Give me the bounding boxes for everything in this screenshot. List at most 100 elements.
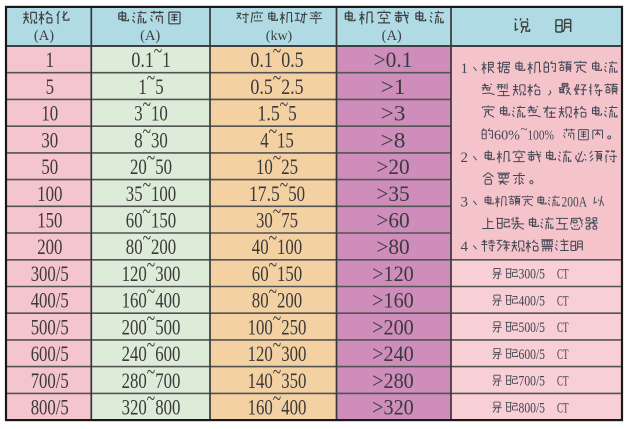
svg-text:2.5: 2.5 bbox=[281, 74, 303, 99]
svg-text:150: 150 bbox=[277, 261, 302, 286]
svg-text:>160: >160 bbox=[372, 288, 414, 313]
svg-text:~: ~ bbox=[280, 92, 288, 117]
svg-text:75: 75 bbox=[281, 208, 298, 233]
svg-text:~: ~ bbox=[269, 279, 277, 304]
svg-text:30: 30 bbox=[256, 208, 273, 233]
svg-text:~: ~ bbox=[273, 332, 281, 357]
svg-text:>0.1: >0.1 bbox=[374, 47, 413, 72]
svg-text:>80: >80 bbox=[376, 234, 409, 259]
svg-text:350: 350 bbox=[281, 368, 306, 393]
svg-text:150: 150 bbox=[37, 208, 62, 233]
svg-text:500/5: 500/5 bbox=[519, 320, 546, 336]
svg-text:>35: >35 bbox=[376, 181, 409, 206]
svg-text:~: ~ bbox=[269, 118, 277, 143]
svg-text:0.5: 0.5 bbox=[281, 47, 303, 72]
svg-text:~: ~ bbox=[143, 172, 151, 197]
svg-text:CT: CT bbox=[557, 347, 569, 363]
svg-text:CT: CT bbox=[557, 293, 569, 309]
svg-text:30: 30 bbox=[41, 127, 58, 152]
svg-text:~: ~ bbox=[280, 172, 288, 197]
svg-text:200: 200 bbox=[277, 288, 302, 313]
svg-text:1: 1 bbox=[46, 47, 54, 72]
svg-text:>240: >240 bbox=[372, 341, 414, 366]
svg-text:300/5: 300/5 bbox=[31, 261, 69, 286]
svg-text:50: 50 bbox=[155, 154, 172, 179]
svg-text:~: ~ bbox=[147, 145, 155, 170]
svg-text:17.5: 17.5 bbox=[249, 181, 280, 206]
svg-text:30: 30 bbox=[151, 127, 168, 152]
svg-text:~: ~ bbox=[147, 332, 155, 357]
svg-text:(kw): (kw) bbox=[266, 29, 293, 44]
svg-text:200: 200 bbox=[122, 314, 147, 339]
svg-text:10: 10 bbox=[151, 101, 168, 126]
svg-text:(A): (A) bbox=[382, 28, 402, 44]
svg-text:1.5: 1.5 bbox=[257, 101, 279, 126]
svg-text:1: 1 bbox=[461, 61, 469, 77]
svg-text:>20: >20 bbox=[376, 154, 409, 179]
svg-text:700/5: 700/5 bbox=[31, 368, 69, 393]
svg-text:~: ~ bbox=[154, 38, 162, 63]
svg-text:~: ~ bbox=[143, 225, 151, 250]
svg-text:5: 5 bbox=[288, 101, 296, 126]
svg-text:(A): (A) bbox=[34, 28, 54, 44]
svg-text:10: 10 bbox=[256, 154, 273, 179]
svg-text:280: 280 bbox=[122, 368, 147, 393]
svg-text:CT: CT bbox=[557, 267, 569, 283]
svg-text:(A): (A) bbox=[140, 28, 160, 44]
svg-text:1: 1 bbox=[138, 74, 146, 99]
svg-text:800/5: 800/5 bbox=[31, 395, 69, 420]
svg-text:120: 120 bbox=[122, 261, 147, 286]
svg-text:100: 100 bbox=[37, 181, 62, 206]
svg-text:300: 300 bbox=[155, 261, 180, 286]
svg-text:100: 100 bbox=[248, 314, 273, 339]
svg-text:800: 800 bbox=[155, 395, 180, 420]
svg-text:80: 80 bbox=[252, 288, 269, 313]
svg-text:3: 3 bbox=[461, 195, 469, 211]
svg-text:>8: >8 bbox=[381, 127, 406, 152]
svg-text:320: 320 bbox=[122, 395, 147, 420]
svg-text:~: ~ bbox=[269, 252, 277, 277]
svg-text:~: ~ bbox=[147, 305, 155, 330]
svg-text:3: 3 bbox=[134, 101, 142, 126]
svg-text:40: 40 bbox=[252, 234, 269, 259]
svg-text:~: ~ bbox=[273, 199, 281, 224]
svg-text:1: 1 bbox=[162, 47, 170, 72]
svg-text:~: ~ bbox=[143, 118, 151, 143]
svg-text:>1: >1 bbox=[381, 74, 406, 99]
svg-text:100%: 100% bbox=[528, 128, 555, 143]
svg-text:400: 400 bbox=[281, 395, 306, 420]
svg-text:>60: >60 bbox=[376, 208, 409, 233]
svg-text:400/5: 400/5 bbox=[519, 293, 546, 309]
svg-text:~: ~ bbox=[147, 252, 155, 277]
svg-text:200: 200 bbox=[37, 234, 62, 259]
svg-text:300/5: 300/5 bbox=[519, 267, 546, 283]
svg-text:15: 15 bbox=[277, 127, 294, 152]
svg-text:~: ~ bbox=[273, 305, 281, 330]
svg-text:100: 100 bbox=[151, 181, 176, 206]
svg-text:~: ~ bbox=[147, 279, 155, 304]
svg-text:0.5: 0.5 bbox=[250, 74, 272, 99]
svg-text:CT: CT bbox=[557, 400, 569, 416]
svg-text:CT: CT bbox=[557, 374, 569, 390]
svg-text:5: 5 bbox=[155, 74, 163, 99]
svg-text:>120: >120 bbox=[372, 261, 414, 286]
svg-text:100: 100 bbox=[277, 234, 302, 259]
svg-text:2: 2 bbox=[461, 150, 469, 166]
svg-text:150: 150 bbox=[151, 208, 176, 233]
svg-text:20: 20 bbox=[130, 154, 147, 179]
svg-text:4: 4 bbox=[461, 239, 469, 255]
svg-text:>320: >320 bbox=[372, 395, 414, 420]
svg-text:0.1: 0.1 bbox=[131, 47, 153, 72]
svg-text:800/5: 800/5 bbox=[519, 400, 546, 416]
svg-text:~: ~ bbox=[273, 386, 281, 411]
svg-text:~: ~ bbox=[269, 225, 277, 250]
svg-text:CT: CT bbox=[557, 320, 569, 336]
svg-text:8: 8 bbox=[134, 127, 142, 152]
svg-text:>200: >200 bbox=[372, 314, 414, 339]
svg-text:80: 80 bbox=[126, 234, 143, 259]
svg-text:160: 160 bbox=[248, 395, 273, 420]
svg-text:~: ~ bbox=[273, 38, 281, 63]
svg-text:~: ~ bbox=[273, 65, 281, 90]
svg-text:~: ~ bbox=[521, 121, 528, 136]
svg-text:250: 250 bbox=[281, 314, 306, 339]
